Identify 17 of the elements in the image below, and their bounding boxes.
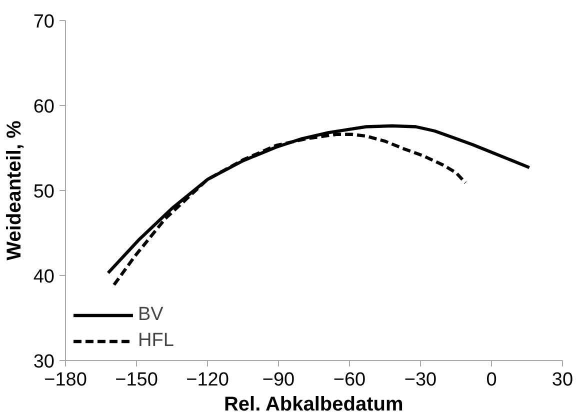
- x-tick-label: 0: [486, 370, 497, 390]
- y-tick-label: 70: [33, 12, 55, 32]
- x-axis-title: Rel. Abkalbedatum: [224, 394, 404, 416]
- y-axis-title: Weideanteil, %: [3, 120, 26, 260]
- x-tick-label: −60: [333, 370, 366, 390]
- y-tick-label: 30: [33, 352, 55, 372]
- y-tick-label: 50: [33, 182, 55, 202]
- legend-label: HFL: [138, 330, 174, 352]
- y-tick-label: 60: [33, 96, 55, 118]
- x-tick-label: −180: [44, 370, 87, 390]
- x-tick-label: −90: [262, 370, 295, 390]
- x-tick-label: 30: [552, 370, 574, 390]
- y-tick-label: 40: [33, 266, 55, 288]
- x-tick-label: −150: [115, 370, 158, 390]
- x-tick-label: −120: [186, 370, 229, 390]
- legend-label: BV: [138, 304, 164, 326]
- x-tick-label: −30: [404, 370, 437, 390]
